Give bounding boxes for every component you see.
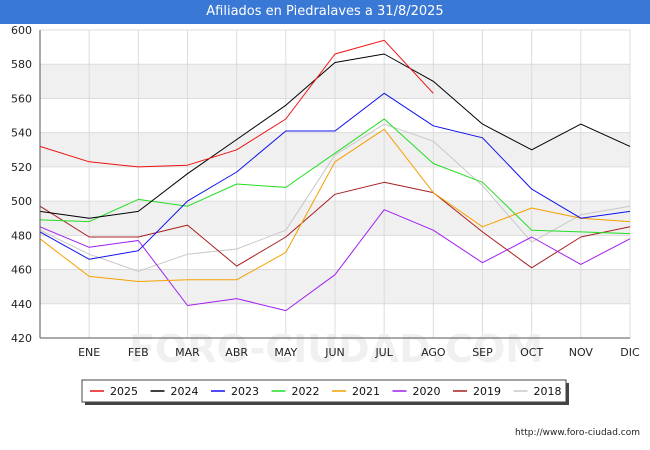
chart-title: Afiliados en Piedralaves a 31/8/2025 [0, 0, 650, 24]
x-tick-label: MAY [274, 346, 297, 359]
legend-label-2019: 2019 [473, 385, 501, 398]
y-tick-labels: 420 440 460 480 500 520 540 560 580 600 [11, 24, 32, 345]
x-tick-label: ABR [225, 346, 248, 359]
legend: 2025 2024 2023 2022 2021 2020 2019 2018 [81, 379, 569, 405]
legend-label-2024: 2024 [171, 385, 199, 398]
legend-label-2025: 2025 [110, 385, 138, 398]
series-line-2022 [39, 118, 631, 235]
series-line-2024 [39, 53, 631, 219]
legend-label-2018: 2018 [534, 385, 562, 398]
legend-label-2020: 2020 [413, 385, 441, 398]
x-tick-label: AGO [421, 346, 446, 359]
legend-box [81, 379, 567, 403]
y-tick-label: 500 [11, 195, 32, 208]
axes [39, 30, 630, 339]
watermark: FORO-CIUDAD.COM [129, 327, 543, 371]
y-tick-label: 520 [11, 161, 32, 174]
series-line-2023 [39, 92, 631, 260]
x-tick-label: NOV [569, 346, 594, 359]
site-credit: http://www.foro-ciudad.com [515, 428, 640, 438]
x-tick-label: ENE [78, 346, 100, 359]
y-tick-label: 460 [11, 264, 32, 277]
x-tick-label: DIC [620, 346, 640, 359]
series-line-2020 [39, 209, 631, 312]
y-tick-label: 600 [11, 24, 32, 37]
legend-label-2023: 2023 [231, 385, 259, 398]
y-tick-label: 480 [11, 229, 32, 242]
y-tick-label: 540 [11, 127, 32, 140]
y-tick-label: 440 [11, 298, 32, 311]
x-tick-label: JUL [374, 346, 393, 359]
x-tick-label: MAR [175, 346, 200, 359]
series-line-2019 [39, 181, 631, 269]
series-lines [39, 39, 631, 312]
y-tick-label: 560 [11, 92, 32, 105]
x-tick-label: FEB [128, 346, 149, 359]
series-line-2018 [39, 123, 631, 272]
x-tick-label: SEP [472, 346, 493, 359]
y-tick-label: 580 [11, 58, 32, 71]
y-tick-label: 420 [11, 332, 32, 345]
legend-label-2021: 2021 [352, 385, 380, 398]
legend-label-2022: 2022 [292, 385, 320, 398]
series-line-2021 [39, 128, 631, 282]
x-tick-labels: ENE FEB MAR ABR MAY JUN JUL AGO SEP OCT NOV DIC [78, 346, 640, 359]
x-tick-label: JUN [324, 346, 345, 359]
series-line-2025 [39, 39, 434, 168]
x-tick-label: OCT [520, 346, 543, 359]
